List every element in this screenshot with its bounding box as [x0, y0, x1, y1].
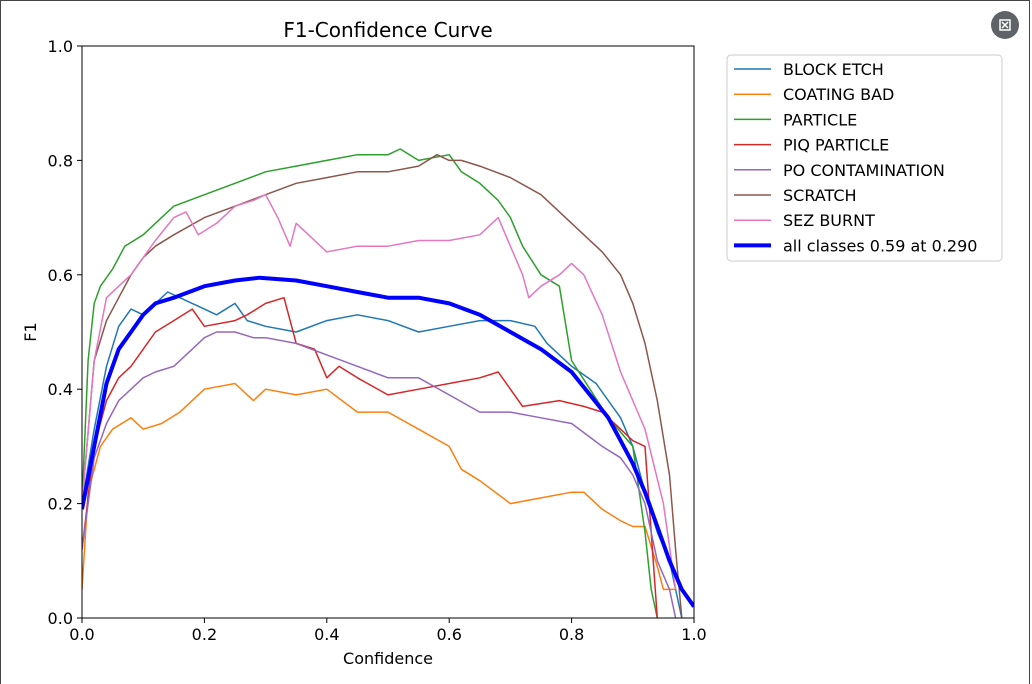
- plot-area-border: [81, 45, 695, 619]
- x-tick-label: 0.0: [69, 625, 94, 644]
- legend-box: [726, 54, 1003, 262]
- series-lines: [82, 148, 694, 618]
- chart-title: F1-Confidence Curve: [283, 18, 492, 42]
- legend-label-4: PO CONTAMINATION: [783, 161, 945, 180]
- series-line-2: [82, 148, 659, 618]
- legend-label-1: COATING BAD: [783, 85, 894, 104]
- x-tick-label: 1.0: [681, 625, 706, 644]
- y-tick-label: 0.0: [48, 609, 73, 628]
- expand-icon: [999, 19, 1011, 31]
- legend-label-0: BLOCK ETCH: [783, 60, 884, 79]
- legend-label-6: SEZ BURNT: [783, 211, 875, 230]
- x-tick-label: 0.4: [314, 625, 339, 644]
- y-axis-label: F1: [21, 322, 40, 341]
- x-tick-label: 0.6: [436, 625, 461, 644]
- series-line-0: [82, 291, 683, 618]
- legend-label-5: SCRATCH: [783, 186, 857, 205]
- y-tick-label: 1.0: [48, 37, 73, 56]
- x-tick-label: 0.2: [192, 625, 217, 644]
- x-tick-label: 0.8: [559, 625, 584, 644]
- y-tick-label: 0.4: [48, 380, 73, 399]
- series-line-7: [82, 275, 694, 608]
- series-line-6: [82, 193, 677, 590]
- legend-label-3: PIQ PARTICLE: [783, 136, 889, 155]
- y-tick-label: 0.6: [48, 266, 73, 285]
- y-tick-label: 0.2: [48, 495, 73, 514]
- series-line-4: [82, 331, 677, 618]
- y-tick-label: 0.8: [48, 151, 73, 170]
- series-line-5: [82, 153, 683, 618]
- legend-label-2: PARTICLE: [783, 110, 857, 129]
- legend: BLOCK ETCH COATING BAD PARTICLE PIQ PARTICL…: [726, 54, 1003, 262]
- x-axis-label: Confidence: [343, 649, 433, 668]
- series-line-3: [82, 296, 659, 618]
- series-line-1: [82, 382, 676, 591]
- legend-label-7: all classes 0.59 at 0.290: [783, 236, 977, 255]
- axis-ticks: 0.0 0.2 0.4 0.6 0.8 1.0 0.0 0.2 0.4 0.6 0.8 1.0: [48, 37, 707, 644]
- expand-button[interactable]: [991, 11, 1019, 39]
